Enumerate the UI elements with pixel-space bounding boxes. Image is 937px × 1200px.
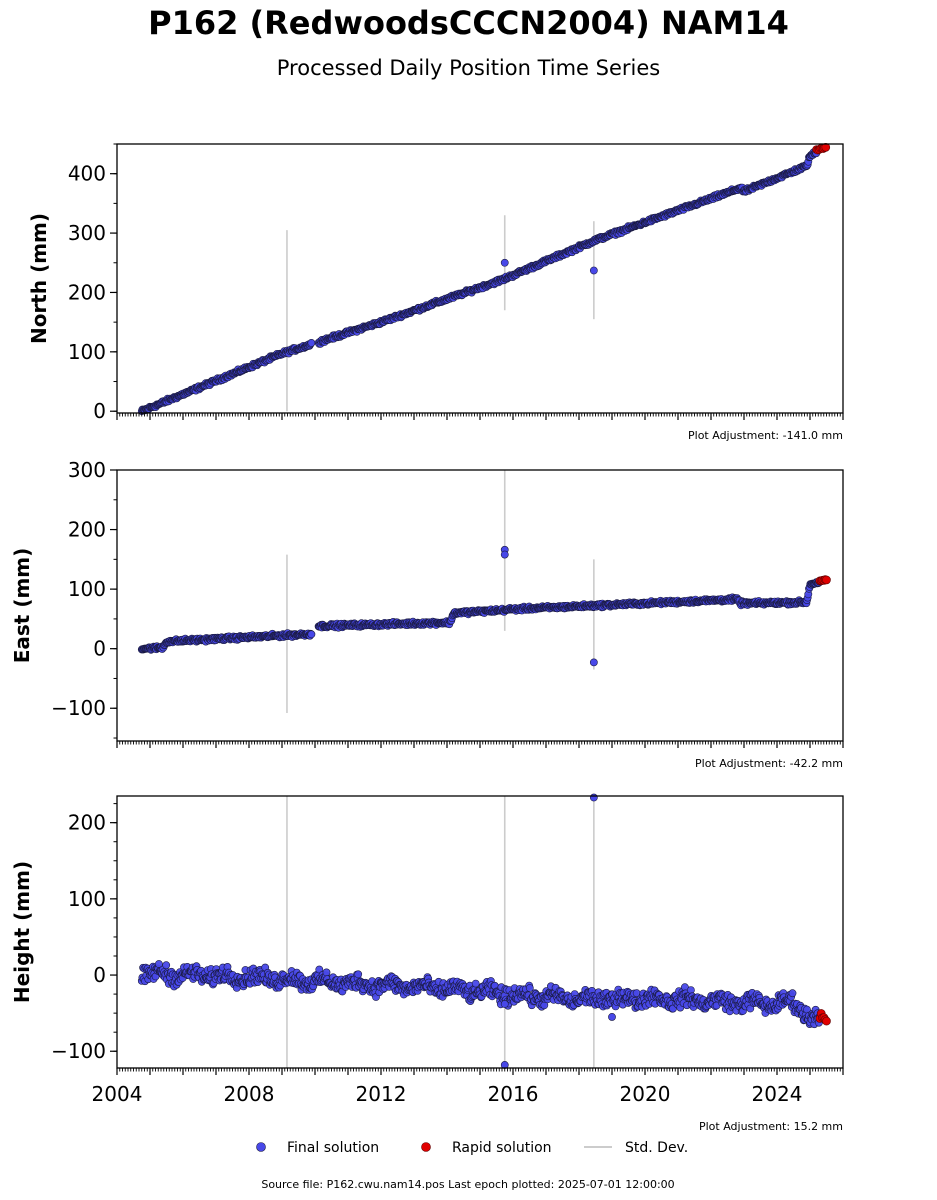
panels-group: 0 100 200 300 400 North (mm) Plot Adjustment: …	[10, 143, 844, 1133]
data-point-height-280	[322, 968, 331, 977]
legend-final-label: Final solution	[287, 1140, 379, 1156]
plot-adjustment-north: Plot Adjustment: -141.0 mm	[688, 429, 843, 442]
x-tick-label-3: 2016	[488, 1082, 539, 1106]
rapid-point-height-5	[822, 1016, 831, 1026]
y-tick-label-east-1: 0	[93, 637, 106, 661]
y-tick-label-height-0: −100	[51, 1039, 106, 1063]
legend-final-marker	[256, 1142, 266, 1152]
y-tick-label-north-0: 0	[93, 399, 106, 423]
y-axis-height: −100 0 100 200	[51, 803, 117, 1063]
y-axis-label-north: North (mm)	[27, 213, 51, 344]
source-footer: Source file: P162.cwu.nam14.pos Last epo…	[261, 1178, 674, 1191]
x-axis-east	[116, 741, 844, 748]
outlier-point-north-0	[500, 258, 509, 267]
x-axis-height: 2004 2008 2012 2016 2020 2024	[92, 1068, 844, 1106]
y-tick-label-height-3: 200	[68, 811, 106, 835]
y-tick-label-east-4: 300	[68, 458, 106, 482]
outlier-point-east-1	[500, 550, 509, 559]
outlier-point-height-0	[500, 1000, 509, 1008]
y-axis-label-height: Height (mm)	[10, 861, 34, 1003]
x-tick-label-5: 2024	[752, 1082, 803, 1106]
plot-frame-east	[116, 469, 844, 742]
y-axis-label-east: East (mm)	[10, 548, 34, 664]
x-axis-north	[116, 413, 844, 420]
legend: Final solution Rapid solution Std. Dev.	[256, 1140, 688, 1156]
plot-adjustment-east: Plot Adjustment: -42.2 mm	[695, 757, 843, 770]
legend-rapid-label: Rapid solution	[452, 1140, 552, 1156]
y-tick-label-north-4: 400	[68, 162, 106, 186]
y-tick-label-east-3: 200	[68, 518, 106, 542]
outlier-point-height-3	[608, 1013, 616, 1021]
data-point-north-257	[307, 338, 316, 347]
legend-rapid-marker	[421, 1142, 431, 1152]
data-point-height-37	[162, 961, 171, 970]
data-point-east-257	[307, 630, 316, 639]
outlier-point-north-1	[589, 266, 598, 275]
x-tick-label-0: 2004	[92, 1082, 143, 1106]
y-tick-label-east-0: −100	[51, 696, 106, 720]
rapid-point-east-5	[822, 575, 831, 585]
y-axis-east: −100 0 100 200 300	[51, 458, 117, 739]
panel-east: −100 0 100 200 300 East (mm) Plot Adjustment: …	[10, 458, 844, 770]
x-tick-label-1: 2008	[224, 1082, 275, 1106]
final-solution-points-east	[137, 577, 824, 654]
y-tick-label-east-2: 100	[68, 577, 106, 601]
y-tick-label-north-1: 100	[68, 340, 106, 364]
y-tick-label-north-3: 300	[68, 221, 106, 245]
final-solution-points-height	[137, 960, 824, 1029]
x-tick-label-2: 2012	[356, 1082, 407, 1106]
y-axis-north: 0 100 200 300 400	[68, 143, 117, 423]
plot-frame-height	[116, 795, 844, 1069]
y-tick-label-height-2: 100	[68, 887, 106, 911]
data-point-height-986	[788, 989, 797, 998]
outlier-point-height-2	[589, 793, 598, 802]
outlier-point-east-2	[589, 658, 598, 667]
y-tick-label-north-2: 200	[68, 280, 106, 304]
data-point-height-328	[354, 970, 363, 979]
x-tick-label-4: 2020	[620, 1082, 671, 1106]
panel-north: 0 100 200 300 400 North (mm) Plot Adjustment: …	[27, 143, 844, 442]
plot-adjustment-height: Plot Adjustment: 15.2 mm	[699, 1120, 843, 1133]
data-point-height-506	[471, 979, 480, 988]
final-solution-points-north	[137, 148, 821, 415]
legend-stddev-label: Std. Dev.	[625, 1140, 688, 1156]
chart-subtitle: Processed Daily Position Time Series	[276, 56, 661, 80]
rapid-point-north-7	[821, 143, 831, 152]
y-tick-label-height-1: 0	[93, 963, 106, 987]
chart-title: P162 (RedwoodsCCCN2004) NAM14	[148, 4, 789, 42]
